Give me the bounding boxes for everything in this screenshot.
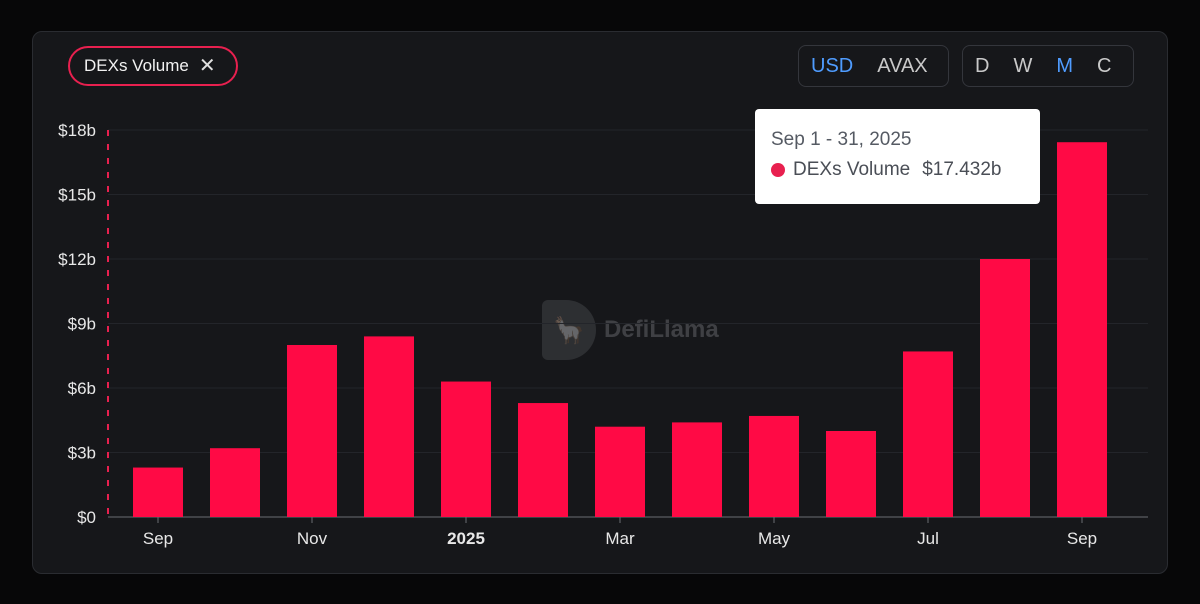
tooltip-series-name: DEXs Volume [793, 159, 911, 180]
interval-toggle: D W M C [962, 45, 1134, 87]
bar [980, 259, 1030, 517]
bar [595, 426, 645, 517]
close-icon[interactable]: ✕ [198, 55, 216, 77]
y-tick-label: $15b [58, 186, 96, 205]
currency-option-avax[interactable]: AVAX [877, 54, 928, 77]
bar [826, 431, 876, 517]
y-tick-label: $6b [68, 379, 96, 398]
x-tick-label: Jul [917, 529, 939, 548]
x-tick-label: Sep [143, 529, 173, 548]
bar [287, 345, 337, 517]
dexs-volume-filter-chip[interactable]: DEXs Volume ✕ [68, 46, 238, 86]
x-tick-label: May [758, 529, 791, 548]
interval-option-w[interactable]: W [1013, 54, 1033, 77]
bar [441, 381, 491, 517]
interval-option-m[interactable]: M [1056, 54, 1074, 77]
y-tick-label: $3b [68, 444, 96, 463]
chart-tooltip: Sep 1 - 31, 2025 DEXs Volume $17.432b [755, 109, 1040, 204]
tooltip-date: Sep 1 - 31, 2025 [771, 129, 912, 150]
x-tick-label: Nov [297, 529, 328, 548]
tooltip-value: $17.432b [922, 159, 1002, 180]
currency-toggle: USD AVAX [798, 45, 949, 87]
bar [1057, 142, 1107, 517]
bar [364, 336, 414, 517]
bar [518, 403, 568, 517]
currency-option-usd[interactable]: USD [811, 54, 854, 77]
watermark-text: DefiLlama [604, 316, 719, 343]
interval-option-c[interactable]: C [1097, 54, 1112, 77]
bar [903, 351, 953, 517]
bar [672, 422, 722, 517]
bar [133, 467, 183, 517]
y-tick-label: $9b [68, 315, 96, 334]
x-tick-label: Mar [605, 529, 635, 548]
x-tick-label: Sep [1067, 529, 1097, 548]
y-tick-label: $0 [77, 508, 96, 527]
x-tick-label: 2025 [447, 529, 485, 548]
y-tick-label: $18b [58, 121, 96, 140]
tooltip-series-dot [771, 163, 785, 177]
defillama-watermark: 🦙 DefiLlama [542, 300, 719, 360]
y-tick-label: $12b [58, 250, 96, 269]
interval-option-d[interactable]: D [975, 54, 990, 77]
filter-chip-label: DEXs Volume [84, 56, 189, 75]
bar [210, 448, 260, 517]
bar [749, 415, 799, 517]
llama-logo-icon: 🦙 [542, 300, 596, 360]
